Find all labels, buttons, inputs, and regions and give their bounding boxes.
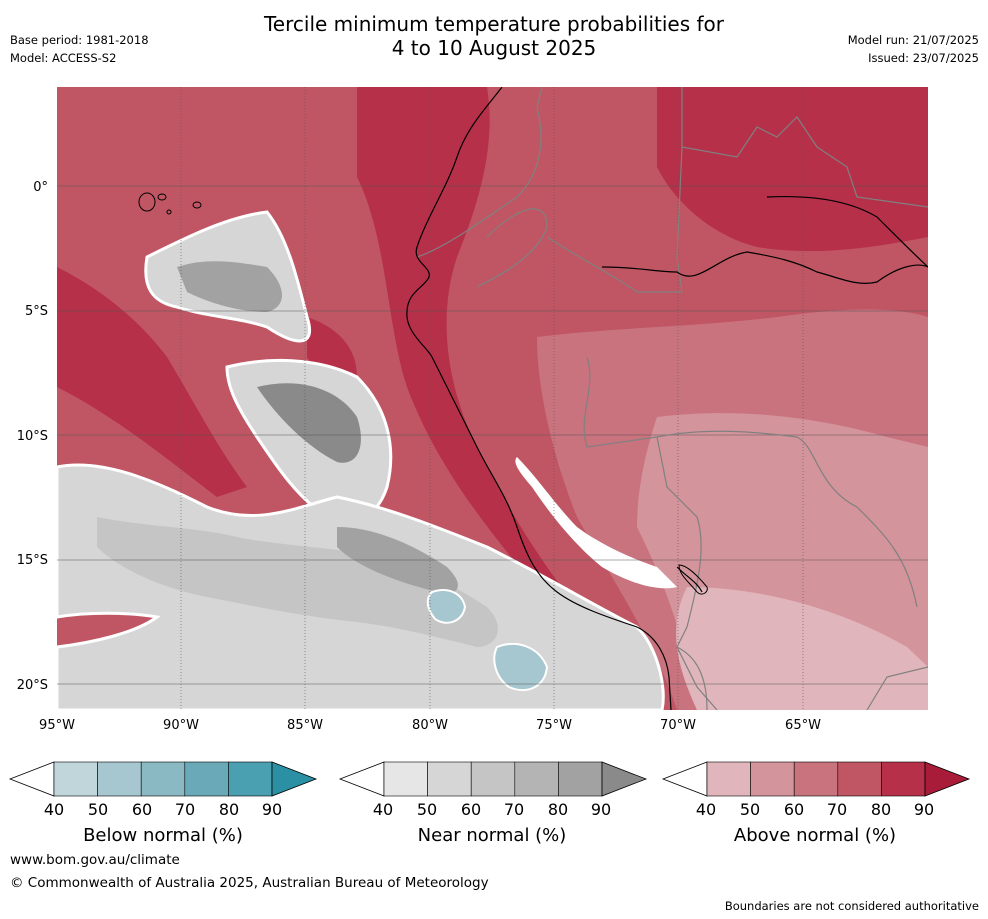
near-normal-title: Near normal (%) [417, 825, 567, 846]
map-canvas [57, 87, 928, 710]
lat-label-20s: 20°S [16, 678, 48, 693]
colorbar-swatch [184, 761, 229, 797]
country-boundaries [416, 87, 928, 710]
colorbar-swatch [837, 761, 882, 797]
lon-label-75w: 75°W [536, 718, 572, 733]
lon-label-90w: 90°W [163, 718, 199, 733]
lat-label-5s: 5°S [24, 304, 48, 319]
region-above-90-coast [357, 87, 657, 657]
region-below-normal-1 [426, 589, 467, 624]
near-tick-50: 50 [416, 800, 438, 819]
issued-date: Issued: 23/07/2025 [868, 51, 979, 65]
colorbar-swatch [881, 761, 926, 797]
lon-label-80w: 80°W [412, 718, 448, 733]
base-period: Base period: 1981-2018 [10, 33, 149, 47]
colorbar-swatch [750, 761, 795, 797]
near-tick-90: 90 [590, 800, 612, 819]
colorbar-swatch [228, 761, 273, 797]
colorbar-below-svg [8, 761, 318, 797]
colorbar-swatch [140, 761, 186, 797]
lon-label-95w: 95°W [39, 718, 75, 733]
near-tick-40: 40 [372, 800, 394, 819]
lon-label-65w: 65°W [785, 718, 821, 733]
colorbar-extend-high [271, 761, 318, 797]
model-run-date: Model run: 21/07/2025 [847, 33, 979, 47]
region-near-normal-south-mid [97, 517, 498, 647]
region-no-signal-coast [515, 457, 677, 589]
lat-label-0: 0° [33, 180, 48, 195]
above-tick-80: 80 [870, 800, 892, 819]
colorbar-extend-low [8, 761, 55, 797]
colorbar-swatch [53, 761, 98, 797]
colorbar-above-normal [661, 761, 971, 797]
above-tick-90: 90 [913, 800, 935, 819]
colorbar-extend-low [661, 761, 708, 797]
region-above-90-north [657, 87, 928, 252]
lat-label-10s: 10°S [16, 429, 48, 444]
below-tick-50: 50 [87, 800, 109, 819]
colorbar-extend-high [601, 761, 648, 797]
footer-url: www.bom.gov.au/climate [10, 852, 180, 868]
lon-label-70w: 70°W [660, 718, 696, 733]
title-line-1: Tercile minimum temperature probabilitie… [263, 12, 725, 36]
colorbar-above-svg [661, 761, 971, 797]
coastline [406, 87, 928, 710]
colorbar-swatch [706, 761, 751, 797]
below-tick-60: 60 [131, 800, 153, 819]
colorbar-swatch [470, 761, 516, 797]
region-near-normal-north-dark [177, 261, 282, 312]
graticule [57, 87, 928, 710]
colorbar-below-normal [8, 761, 318, 797]
near-tick-60: 60 [460, 800, 482, 819]
below-tick-80: 80 [218, 800, 240, 819]
title-line-2: 4 to 10 August 2025 [391, 36, 597, 60]
above-tick-60: 60 [783, 800, 805, 819]
above-tick-40: 40 [695, 800, 717, 819]
chart-title: Tercile minimum temperature probabilitie… [0, 12, 988, 60]
probability-map [57, 87, 928, 710]
footer-note: Boundaries are not considered authoritat… [724, 899, 979, 913]
near-tick-80: 80 [547, 800, 569, 819]
lake-titicaca [678, 564, 708, 595]
below-tick-90: 90 [261, 800, 283, 819]
colorbar-near-svg [338, 761, 648, 797]
region-below-normal-2 [493, 642, 549, 692]
model-name: Model: ACCESS-S2 [10, 51, 117, 65]
below-tick-40: 40 [43, 800, 65, 819]
below-normal-title: Below normal (%) [83, 825, 243, 846]
region-near-normal-central-dark [257, 383, 361, 463]
meta-right: Model run: 21/07/2025 Issued: 23/07/2025 [848, 33, 979, 69]
colorbar-swatch [383, 761, 428, 797]
above-tick-50: 50 [739, 800, 761, 819]
colorbar-near-normal [338, 761, 648, 797]
above-normal-title: Above normal (%) [733, 825, 897, 846]
lat-label-15s: 15°S [16, 553, 48, 568]
lon-label-85w: 85°W [287, 718, 323, 733]
colorbar-extend-high [924, 761, 971, 797]
galapagos-islands [138, 192, 202, 215]
colorbar-swatch [793, 761, 839, 797]
region-above-50-south [676, 587, 928, 710]
meta-left: Base period: 1981-2018 Model: ACCESS-S2 [10, 33, 149, 69]
colorbar-swatch [558, 761, 603, 797]
footer-copyright: © Commonwealth of Australia 2025, Austra… [10, 875, 489, 891]
below-tick-70: 70 [174, 800, 196, 819]
colorbar-swatch [514, 761, 559, 797]
above-tick-70: 70 [826, 800, 848, 819]
colorbar-extend-low [338, 761, 385, 797]
region-above-90-west [57, 267, 247, 497]
colorbar-swatch [97, 761, 142, 797]
near-tick-70: 70 [503, 800, 525, 819]
colorbar-swatch [427, 761, 472, 797]
